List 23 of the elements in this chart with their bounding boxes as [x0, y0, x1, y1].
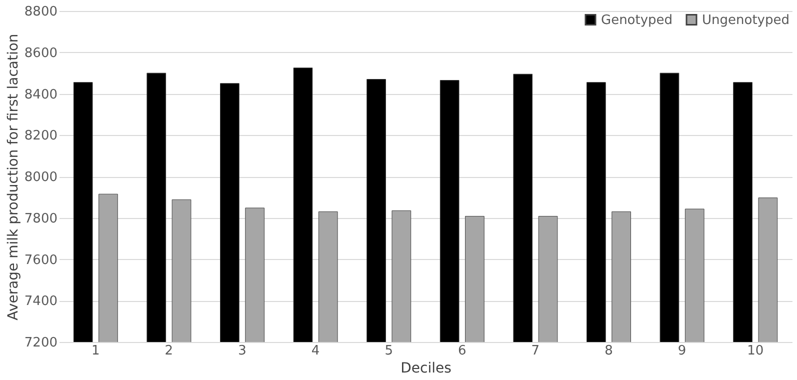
y-axis-title: Average milk production for first lacation — [5, 34, 22, 320]
x-tick-label: 10 — [747, 344, 764, 358]
x-tick-label: 2 — [164, 344, 174, 358]
y-tick-label: 7400 — [24, 294, 58, 310]
x-tick-label: 4 — [311, 344, 320, 358]
y-tick-label: 8600 — [24, 46, 58, 61]
x-tick-label: 6 — [458, 344, 466, 358]
x-tick-label: 3 — [238, 344, 246, 358]
legend-label: Genotyped — [601, 12, 673, 28]
y-tick-label: 8000 — [24, 170, 58, 185]
x-tick-label: 1 — [92, 344, 100, 358]
x-tick-label: 8 — [604, 344, 613, 358]
x-axis-title: Deciles — [400, 360, 452, 376]
y-tick-label: 8400 — [24, 87, 58, 102]
x-tick-label: 9 — [678, 344, 686, 358]
x-tick-label: 7 — [531, 344, 540, 358]
y-tick-label: 8200 — [24, 128, 58, 144]
y-tick-label: 7600 — [24, 252, 58, 268]
y-tick-label: 7200 — [24, 336, 58, 350]
y-tick-label: 8800 — [24, 4, 58, 20]
y-tick-label: 7800 — [24, 211, 58, 226]
x-tick-label: 5 — [384, 344, 393, 358]
legend-label: Ungenotyped — [702, 12, 790, 28]
